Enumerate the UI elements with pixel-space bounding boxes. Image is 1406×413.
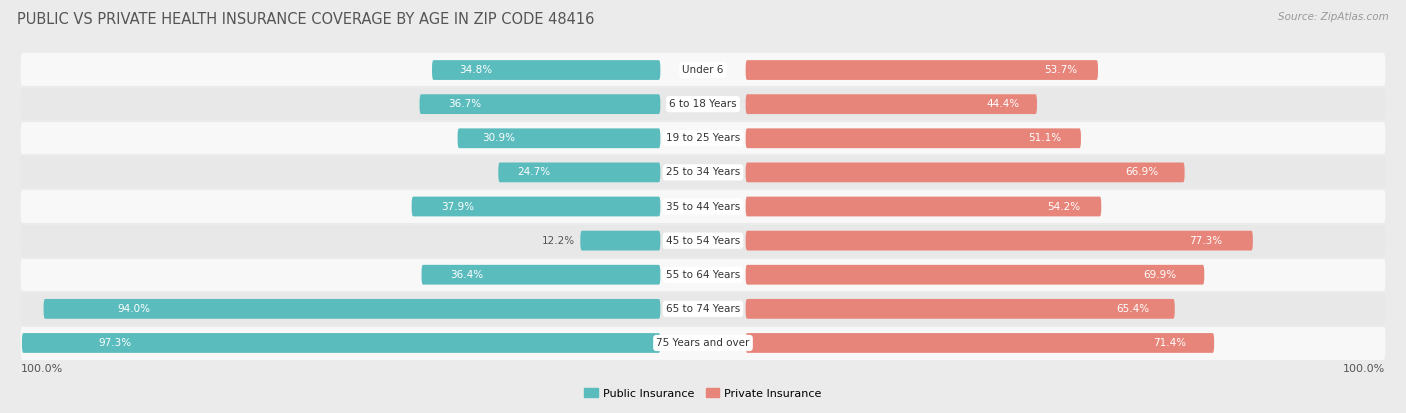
FancyBboxPatch shape	[745, 128, 1081, 148]
FancyBboxPatch shape	[745, 162, 1185, 182]
FancyBboxPatch shape	[21, 87, 1385, 121]
Text: 69.9%: 69.9%	[1143, 270, 1177, 280]
FancyBboxPatch shape	[745, 231, 1253, 251]
Text: 30.9%: 30.9%	[482, 133, 515, 143]
FancyBboxPatch shape	[745, 94, 1038, 114]
Text: 51.1%: 51.1%	[1028, 133, 1060, 143]
Text: 75 Years and over: 75 Years and over	[657, 338, 749, 348]
Text: 54.2%: 54.2%	[1047, 202, 1080, 211]
FancyBboxPatch shape	[21, 326, 1385, 360]
FancyBboxPatch shape	[412, 197, 661, 216]
Text: 66.9%: 66.9%	[1125, 167, 1159, 177]
Text: 94.0%: 94.0%	[118, 304, 150, 314]
Text: 100.0%: 100.0%	[1343, 364, 1385, 374]
FancyBboxPatch shape	[422, 265, 661, 285]
Text: 77.3%: 77.3%	[1189, 236, 1222, 246]
Text: Source: ZipAtlas.com: Source: ZipAtlas.com	[1278, 12, 1389, 22]
Text: 97.3%: 97.3%	[98, 338, 132, 348]
FancyBboxPatch shape	[21, 190, 1385, 223]
Text: 44.4%: 44.4%	[987, 99, 1019, 109]
Text: Under 6: Under 6	[682, 65, 724, 75]
FancyBboxPatch shape	[745, 299, 1175, 319]
Text: 35 to 44 Years: 35 to 44 Years	[666, 202, 740, 211]
FancyBboxPatch shape	[581, 231, 661, 251]
Text: 55 to 64 Years: 55 to 64 Years	[666, 270, 740, 280]
FancyBboxPatch shape	[44, 299, 661, 319]
FancyBboxPatch shape	[21, 121, 1385, 155]
Legend: Public Insurance, Private Insurance: Public Insurance, Private Insurance	[583, 388, 823, 399]
FancyBboxPatch shape	[745, 265, 1205, 285]
Text: 71.4%: 71.4%	[1153, 338, 1187, 348]
Text: 12.2%: 12.2%	[541, 236, 575, 246]
FancyBboxPatch shape	[21, 258, 1385, 292]
Text: 24.7%: 24.7%	[517, 167, 551, 177]
FancyBboxPatch shape	[498, 162, 661, 182]
Text: 25 to 34 Years: 25 to 34 Years	[666, 167, 740, 177]
Text: 65 to 74 Years: 65 to 74 Years	[666, 304, 740, 314]
FancyBboxPatch shape	[745, 333, 1215, 353]
Text: 65.4%: 65.4%	[1116, 304, 1149, 314]
FancyBboxPatch shape	[457, 128, 661, 148]
Text: 36.4%: 36.4%	[450, 270, 484, 280]
Text: 36.7%: 36.7%	[449, 99, 482, 109]
FancyBboxPatch shape	[432, 60, 661, 80]
Text: 37.9%: 37.9%	[441, 202, 475, 211]
Text: PUBLIC VS PRIVATE HEALTH INSURANCE COVERAGE BY AGE IN ZIP CODE 48416: PUBLIC VS PRIVATE HEALTH INSURANCE COVER…	[17, 12, 595, 27]
FancyBboxPatch shape	[419, 94, 661, 114]
Text: 34.8%: 34.8%	[460, 65, 492, 75]
FancyBboxPatch shape	[21, 155, 1385, 190]
FancyBboxPatch shape	[21, 53, 1385, 87]
Text: 6 to 18 Years: 6 to 18 Years	[669, 99, 737, 109]
FancyBboxPatch shape	[22, 333, 661, 353]
Text: 19 to 25 Years: 19 to 25 Years	[666, 133, 740, 143]
FancyBboxPatch shape	[21, 223, 1385, 258]
FancyBboxPatch shape	[745, 60, 1098, 80]
FancyBboxPatch shape	[21, 292, 1385, 326]
Text: 100.0%: 100.0%	[21, 364, 63, 374]
FancyBboxPatch shape	[745, 197, 1101, 216]
Text: 53.7%: 53.7%	[1043, 65, 1077, 75]
Text: 45 to 54 Years: 45 to 54 Years	[666, 236, 740, 246]
